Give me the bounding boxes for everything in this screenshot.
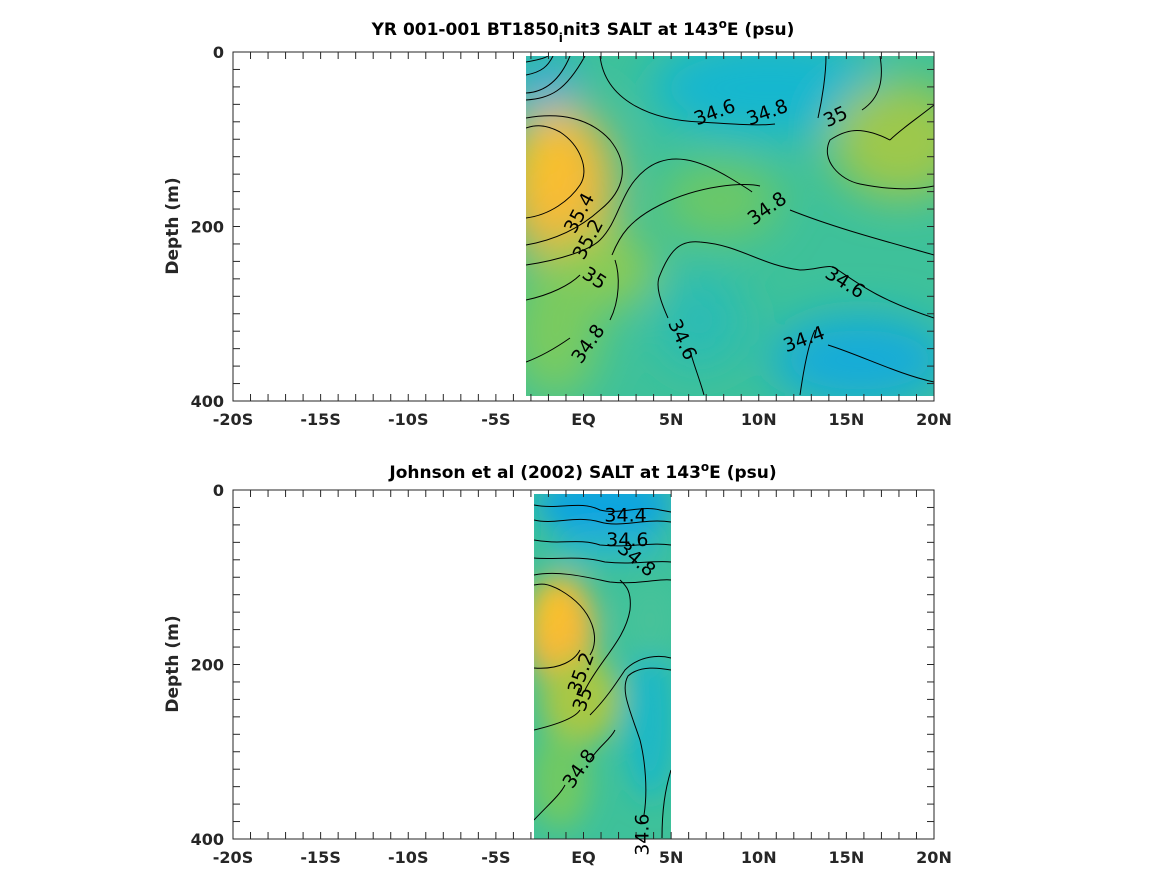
x-tick-label: -20S — [213, 410, 253, 429]
top-title: YR 001-001 BT1850init3 SALT at 143oE (ps… — [371, 17, 795, 45]
x-tick-label: -15S — [300, 848, 340, 867]
y-tick-label: 0 — [213, 43, 224, 62]
x-tick-label: 5N — [659, 848, 684, 867]
x-tick-label: 15N — [829, 848, 865, 867]
x-tick-label: EQ — [571, 848, 596, 867]
top-ticks — [232, 51, 935, 402]
x-tick-label: -10S — [388, 848, 428, 867]
y-tick-label: 0 — [213, 481, 224, 500]
top-x-tick-labels: -20S -15S -10S -5S EQ 5N 10N 15N 20N — [213, 410, 952, 429]
y-tick-label: 200 — [191, 218, 224, 237]
contour-label: 34.6 — [606, 529, 648, 551]
y-tick-label: 400 — [191, 830, 224, 849]
bottom-panel: Johnson et al (2002) SALT at 143oE (psu) — [163, 460, 952, 867]
x-tick-label: 10N — [741, 848, 777, 867]
bottom-ticks — [232, 489, 935, 840]
y-tick-label: 400 — [191, 392, 224, 411]
x-tick-label: 15N — [829, 410, 865, 429]
bottom-contours — [534, 504, 671, 839]
x-tick-label: 20N — [916, 848, 952, 867]
x-tick-label: -15S — [300, 410, 340, 429]
bottom-title: Johnson et al (2002) SALT at 143oE (psu) — [388, 460, 776, 483]
x-tick-label: EQ — [571, 410, 596, 429]
bottom-heatmap — [534, 494, 671, 839]
x-tick-label: -5S — [481, 848, 510, 867]
bottom-y-tick-labels: 0 200 400 — [191, 481, 224, 849]
y-tick-label: 200 — [191, 656, 224, 675]
x-tick-label: 10N — [741, 410, 777, 429]
x-tick-label: -20S — [213, 848, 253, 867]
top-y-tick-labels: 0 200 400 — [191, 43, 224, 411]
top-panel: YR 001-001 BT1850init3 SALT at 143oE (ps… — [163, 17, 952, 429]
contour-label: 34.4 — [604, 505, 646, 527]
top-heatmap — [526, 56, 934, 396]
x-tick-label: 5N — [659, 410, 684, 429]
top-contours — [526, 56, 934, 396]
x-tick-label: 20N — [916, 410, 952, 429]
contour-label: 34.6 — [632, 813, 654, 855]
bottom-y-axis-label: Depth (m) — [163, 615, 183, 712]
x-tick-label: -10S — [388, 410, 428, 429]
x-tick-label: -5S — [481, 410, 510, 429]
top-y-axis-label: Depth (m) — [163, 177, 183, 274]
bottom-x-tick-labels: -20S -15S -10S -5S EQ 5N 10N 15N 20N — [213, 848, 952, 867]
